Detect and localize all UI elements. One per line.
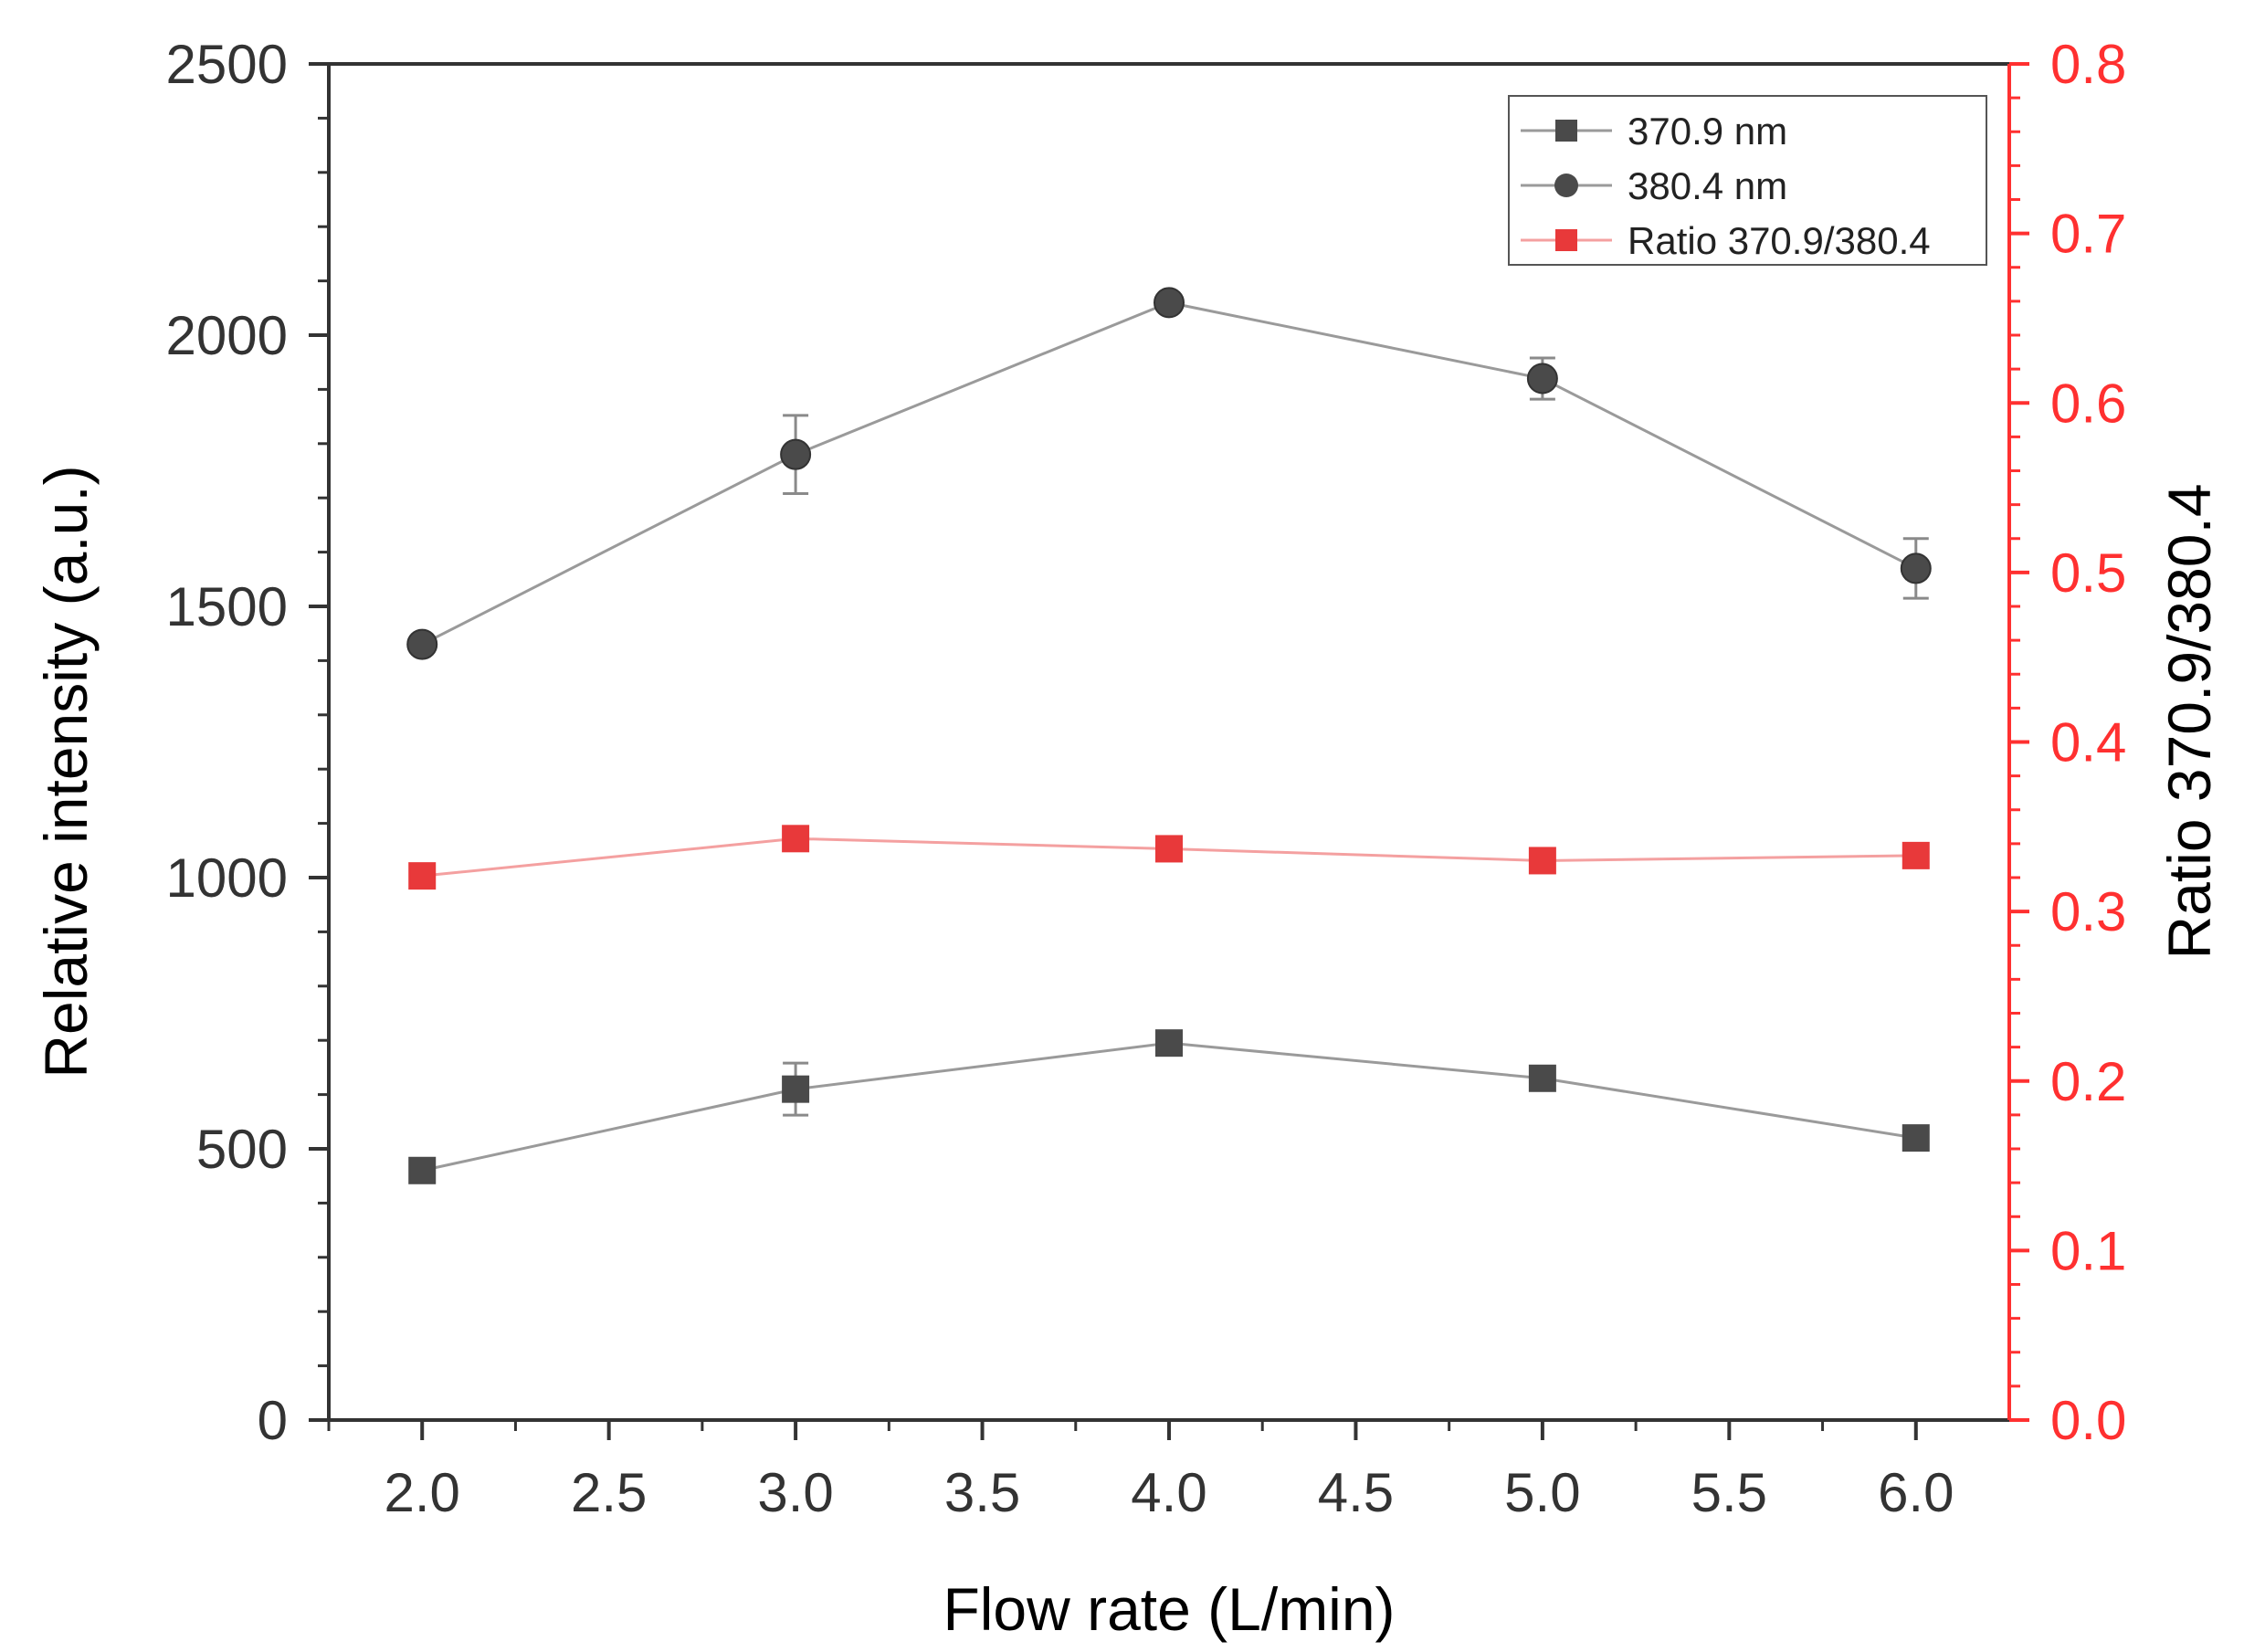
data-point-circle — [1900, 552, 1932, 584]
y2-tick-label: 0.0 — [2050, 1390, 2126, 1451]
y-tick-label: 2500 — [166, 34, 288, 95]
data-point-square — [782, 825, 810, 853]
y2-tick-label: 0.3 — [2050, 881, 2126, 942]
x-tick-label: 5.0 — [1504, 1462, 1580, 1523]
legend-label: Ratio 370.9/380.4 — [1628, 219, 1931, 262]
series-layer — [406, 287, 1932, 1184]
y2-tick-label: 0.4 — [2050, 712, 2126, 773]
y2-axis-ticks: 0.0 0.1 0.2 0.3 0.4 0.5 0.6 0.7 0.8 — [2009, 34, 2126, 1451]
data-point-circle — [406, 628, 438, 660]
legend: 370.9 nm 380.4 nm Ratio 370.9/380.4 — [1508, 95, 1987, 266]
y2-tick-label: 0.6 — [2050, 373, 2126, 434]
y2-axis-title: Ratio 370.9/380.4 — [2155, 483, 2223, 959]
x-tick-label: 2.0 — [385, 1462, 460, 1523]
x-tick-label: 5.5 — [1691, 1462, 1767, 1523]
legend-box — [1508, 95, 1987, 266]
legend-marker-square — [1555, 120, 1577, 142]
legend-label: 380.4 nm — [1628, 164, 1787, 207]
y2-tick-label: 0.1 — [2050, 1220, 2126, 1281]
y-axis-ticks: 0 500 1000 1500 2000 2500 — [166, 34, 329, 1451]
data-point-circle — [1526, 363, 1558, 395]
y-tick-label: 500 — [196, 1119, 288, 1180]
data-point-square — [1902, 1124, 1930, 1152]
data-point-square — [782, 1075, 810, 1103]
data-point-square — [1528, 847, 1556, 875]
data-point-square — [1155, 1029, 1183, 1057]
data-point-square — [1902, 841, 1930, 869]
x-tick-label: 2.5 — [571, 1462, 647, 1523]
data-point-square — [1528, 1064, 1556, 1092]
data-point-square — [408, 862, 437, 890]
x-tick-label: 3.0 — [757, 1462, 833, 1523]
y-tick-label: 0 — [258, 1390, 288, 1451]
legend-marker-circle — [1554, 174, 1578, 197]
y-tick-label: 1500 — [166, 576, 288, 637]
data-point-square — [1155, 835, 1183, 863]
y-tick-label: 1000 — [166, 847, 288, 909]
legend-item: Ratio 370.9/380.4 — [1521, 219, 1931, 262]
x-tick-label: 6.0 — [1878, 1462, 1954, 1523]
x-axis-ticks: 2.0 2.5 3.0 3.5 4.0 4.5 5.0 5.5 6.0 — [327, 1420, 1954, 1523]
y-axis-title: Relative intensity (a.u.) — [32, 465, 100, 1078]
x-tick-label: 3.5 — [944, 1462, 1020, 1523]
data-point-circle — [780, 438, 812, 470]
x-tick-label: 4.0 — [1131, 1462, 1206, 1523]
series-1 — [406, 287, 1932, 660]
y2-tick-label: 0.7 — [2050, 204, 2126, 265]
x-tick-label: 4.5 — [1318, 1462, 1394, 1523]
data-point-square — [408, 1156, 437, 1184]
x-axis-title: Flow rate (L/min) — [943, 1575, 1395, 1643]
legend-item: 370.9 nm — [1521, 110, 1787, 153]
legend-marker-square — [1555, 229, 1577, 251]
y2-tick-label: 0.5 — [2050, 542, 2126, 604]
series-2 — [408, 825, 1930, 890]
plot-frame — [327, 62, 2011, 1422]
legend-label: 370.9 nm — [1628, 110, 1787, 153]
series-line — [421, 300, 1917, 646]
legend-item: 380.4 nm — [1521, 164, 1787, 207]
y2-tick-label: 0.8 — [2050, 34, 2126, 95]
series-0 — [408, 1029, 1930, 1184]
series-line — [421, 1041, 1917, 1173]
y2-tick-label: 0.2 — [2050, 1051, 2126, 1112]
y-tick-label: 2000 — [166, 305, 288, 366]
data-point-circle — [1154, 287, 1185, 319]
